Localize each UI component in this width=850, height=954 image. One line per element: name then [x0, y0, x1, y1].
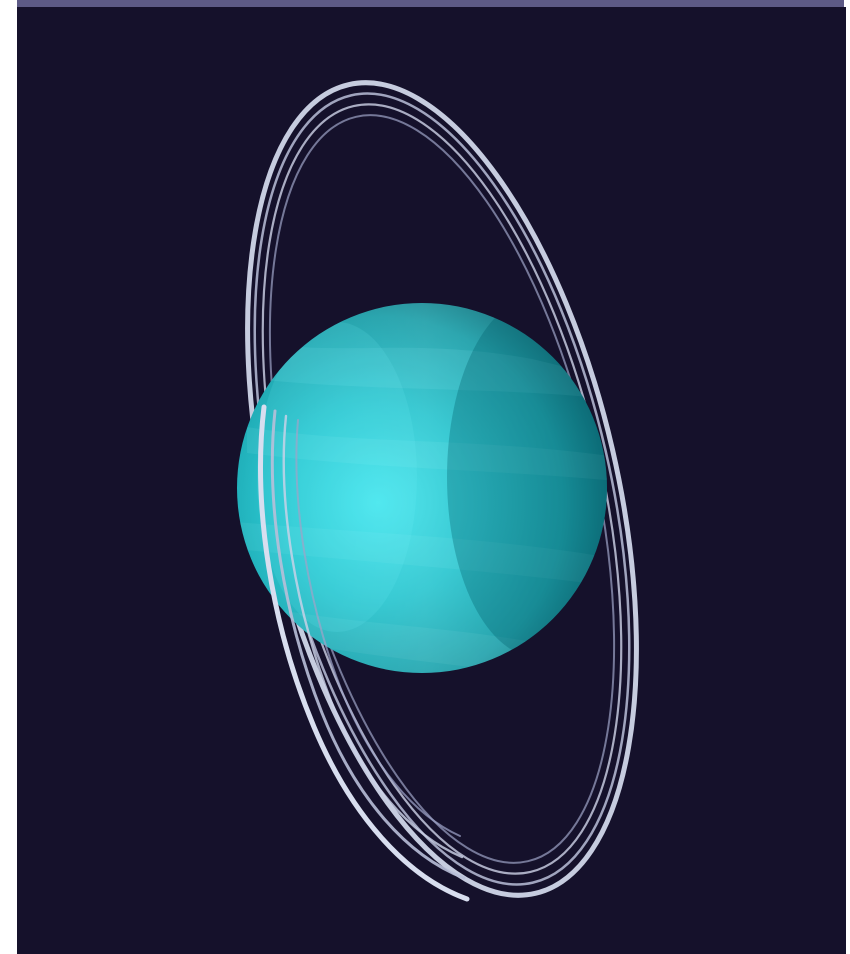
uranus-illustration [237, 80, 639, 902]
ring-front-icon [258, 404, 470, 902]
space-background [17, 7, 846, 954]
left-border-strip [0, 0, 17, 954]
uranus-planet-icon [237, 303, 607, 673]
right-border-strip [844, 0, 850, 954]
